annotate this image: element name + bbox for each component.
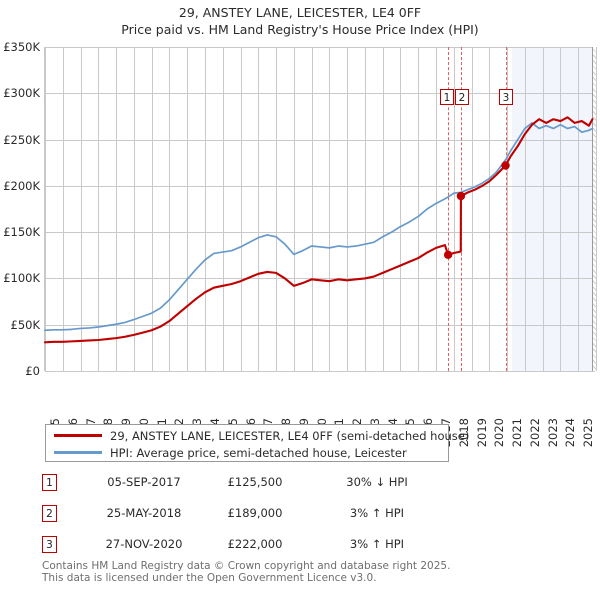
y-tick-label: £350K: [3, 40, 40, 54]
gridline-vertical: [45, 47, 46, 371]
table-row[interactable]: 2 25-MAY-2018 £189,000 3% ↑ HPI: [42, 503, 462, 534]
gridline-vertical: [187, 47, 188, 371]
gridline-vertical: [294, 47, 295, 371]
x-tick-label: 2019: [474, 418, 489, 448]
footer-line-2: This data is licensed under the Open Gov…: [42, 572, 377, 584]
plot-event-badge-2[interactable]: 2: [455, 89, 469, 105]
gridline-horizontal: [45, 232, 595, 233]
legend-entry-hpi: HPI: Average price, semi-detached house,…: [54, 444, 407, 461]
y-tick-label: £0: [25, 364, 40, 378]
gridline-vertical: [241, 47, 242, 371]
sale-hpi-delta: 3% ↑ HPI: [349, 506, 405, 520]
chart-title-line-2: Price paid vs. HM Land Registry's House …: [121, 22, 479, 37]
event-marker-line-3: [506, 47, 507, 371]
series-line-hpi: [44, 122, 594, 332]
sale-price: £222,000: [227, 537, 283, 551]
attribution-footer: Contains HM Land Registry data © Crown c…: [42, 560, 582, 584]
gridline-vertical: [365, 47, 366, 371]
gridline-vertical: [312, 47, 313, 371]
plot-event-badge-3[interactable]: 3: [499, 89, 513, 105]
legend-entry-price-paid: 29, ANSTEY LANE, LEICESTER, LE4 0FF (sem…: [54, 427, 469, 444]
gridline-vertical: [560, 47, 561, 371]
y-tick-label: £200K: [3, 178, 40, 193]
gridline-vertical: [205, 47, 206, 371]
series-line-price-paid: [43, 116, 594, 344]
chart-title-block: 29, ANSTEY LANE, LEICESTER, LE4 0FF Pric…: [0, 4, 600, 38]
x-axis-labels: 1995199619971998199920002001200220032004…: [44, 374, 600, 447]
gridline-vertical: [223, 47, 224, 371]
gridline-vertical: [169, 47, 170, 371]
gridline-vertical: [347, 47, 348, 371]
footer-line-1: Contains HM Land Registry data © Crown c…: [42, 560, 451, 572]
gridline-vertical: [116, 47, 117, 371]
chart-legend: 29, ANSTEY LANE, LEICESTER, LE4 0FF (sem…: [45, 424, 469, 462]
sale-price: £125,500: [227, 475, 283, 489]
x-tick-label: 2022: [527, 418, 542, 448]
gridline-horizontal: [45, 47, 595, 48]
gridline-vertical: [525, 47, 526, 371]
chart-title-line-1: 29, ANSTEY LANE, LEICESTER, LE4 0FF: [178, 5, 422, 20]
y-tick-label: £50K: [10, 317, 41, 332]
sale-point-marker-2[interactable]: [456, 191, 466, 201]
gridline-vertical: [400, 47, 401, 371]
table-row[interactable]: 1 05-SEP-2017 £125,500 30% ↓ HPI: [42, 472, 462, 503]
gridline-vertical: [383, 47, 384, 371]
x-tick-label: 2020: [492, 418, 507, 448]
legend-swatch-hpi: [54, 451, 102, 454]
table-row[interactable]: 3 27-NOV-2020 £222,000 3% ↑ HPI: [42, 534, 462, 565]
legend-label-price-paid: 29, ANSTEY LANE, LEICESTER, LE4 0FF (sem…: [110, 428, 470, 443]
gridline-vertical: [134, 47, 135, 371]
event-marker-line-1: [448, 47, 449, 371]
sale-date: 27-NOV-2020: [105, 537, 183, 551]
legend-label-hpi: HPI: Average price, semi-detached house,…: [110, 445, 407, 460]
x-tick-label: 2025: [581, 418, 596, 448]
x-tick-label: 2024: [563, 418, 578, 448]
y-tick-label: £250K: [3, 132, 40, 147]
sale-index-badge: 1: [42, 474, 57, 491]
sale-index-badge: 2: [42, 505, 57, 522]
sale-price: £189,000: [227, 506, 283, 520]
gridline-vertical: [507, 47, 508, 371]
gridline-vertical: [418, 47, 419, 371]
gridline-vertical: [276, 47, 277, 371]
gridline-vertical: [329, 47, 330, 371]
chart-series-layer: [43, 116, 594, 344]
legend-swatch-price-paid: [54, 434, 102, 437]
sale-hpi-delta: 3% ↑ HPI: [349, 537, 405, 551]
sale-point-marker-3[interactable]: [501, 161, 510, 170]
sale-point-marker-1[interactable]: [443, 250, 453, 260]
y-tick-label: £300K: [3, 86, 40, 101]
gridline-vertical: [258, 47, 259, 371]
y-tick-label: £100K: [3, 271, 40, 286]
gridline-horizontal: [45, 325, 595, 326]
gridline-horizontal: [45, 140, 595, 141]
y-tick-label: £150K: [3, 225, 40, 240]
sales-history-table: 1 05-SEP-2017 £125,500 30% ↓ HPI 2 25-MAY-201…: [42, 472, 462, 565]
sale-date: 25-MAY-2018: [106, 506, 182, 520]
gridline-vertical: [472, 47, 473, 371]
gridline-horizontal: [45, 186, 595, 187]
gridline-vertical: [454, 47, 455, 371]
gridline-vertical: [63, 47, 64, 371]
gridline-vertical: [596, 47, 597, 371]
gridline-vertical: [81, 47, 82, 371]
x-tick-label: 2023: [545, 418, 560, 448]
gridline-horizontal: [45, 371, 595, 372]
gridline-horizontal: [45, 278, 595, 279]
gridline-vertical: [578, 47, 579, 371]
unavailable-data-hatch-band: [592, 47, 596, 371]
gridline-vertical: [98, 47, 99, 371]
gridline-vertical: [489, 47, 490, 371]
gridline-horizontal: [45, 93, 595, 94]
sale-index-badge: 3: [42, 536, 57, 553]
plot-event-badge-1[interactable]: 1: [440, 89, 454, 105]
gridline-vertical: [543, 47, 544, 371]
x-tick-label: 2021: [510, 418, 525, 448]
gridline-vertical: [152, 47, 153, 371]
sale-hpi-delta: 30% ↓ HPI: [346, 475, 408, 489]
gridline-vertical: [436, 47, 437, 371]
sale-date: 05-SEP-2017: [107, 475, 181, 489]
